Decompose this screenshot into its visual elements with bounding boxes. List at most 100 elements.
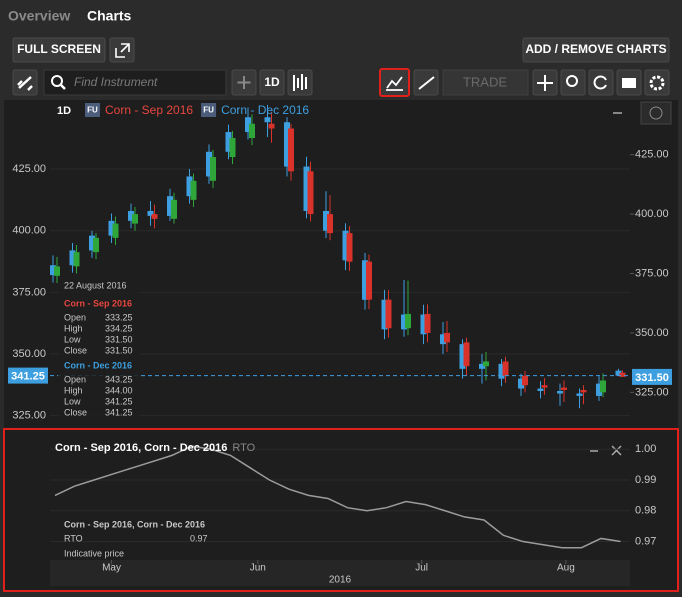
candle-body	[93, 237, 99, 253]
tooltip-series: Corn - Dec 2016	[64, 360, 132, 370]
camera-icon	[622, 78, 636, 88]
tooltip-value: 343.25	[105, 374, 133, 384]
search-icon	[51, 75, 63, 87]
candle-body	[463, 342, 470, 367]
legend-entry: Corn - Dec 2016	[221, 103, 309, 117]
zoom-button[interactable]	[560, 69, 586, 96]
tooltip-value: 341.25	[105, 407, 133, 417]
candle-body	[366, 261, 372, 300]
tooltip-title: Corn - Sep 2016, Corn - Dec 2016	[64, 519, 205, 529]
indicator-title: Corn - Sep 2016, Corn - Dec 2016	[55, 442, 227, 454]
candle-body	[50, 265, 56, 276]
candle-body	[381, 299, 388, 330]
year-label: 2016	[329, 575, 352, 586]
y-tick-label: 325.00	[12, 410, 46, 422]
candle-body	[424, 313, 431, 333]
tooltip-field: High	[64, 323, 83, 333]
link-icon	[17, 76, 33, 91]
candle-body	[245, 117, 251, 133]
price-tag-label: 331.50	[635, 372, 669, 384]
y-tick-label: 350.00	[12, 348, 46, 360]
chart-style-icon	[293, 74, 307, 91]
y-tick-label: 375.00	[12, 286, 46, 298]
candle-body	[327, 214, 333, 234]
tooltip-field: Low	[64, 396, 81, 406]
time-button[interactable]	[640, 101, 672, 125]
interval-label: 1D	[264, 75, 280, 89]
candle-body	[596, 383, 602, 396]
candle-body	[522, 375, 528, 386]
indicator-name: RTO	[232, 442, 255, 454]
full-screen-button[interactable]	[12, 37, 106, 63]
y2-tick-label: 325.00	[635, 386, 669, 398]
candle-body	[459, 344, 466, 369]
candle-body	[229, 138, 236, 158]
candle-body	[268, 123, 275, 129]
y-tick-label: 0.98	[635, 505, 656, 517]
date-strip	[50, 560, 630, 586]
candle-body	[502, 361, 509, 376]
candle-body	[498, 363, 505, 379]
chart-style-button[interactable]	[287, 69, 313, 96]
indicator-close[interactable]	[611, 445, 622, 456]
candle-body	[151, 214, 158, 219]
tooltip-series: Corn - Sep 2016	[64, 298, 132, 308]
add-remove-button[interactable]	[522, 37, 670, 63]
candle-body	[147, 210, 154, 216]
settings-icon	[649, 75, 665, 91]
tooltip-value: 331.50	[105, 334, 133, 344]
legend-entry: Corn - Sep 2016	[105, 103, 193, 117]
candle-body	[284, 122, 290, 167]
candle-body	[323, 210, 329, 231]
candle-body	[444, 332, 450, 343]
candle-body	[206, 151, 212, 177]
popout-icon	[115, 43, 130, 58]
tooltip-field: RTO	[64, 533, 83, 543]
candle-body	[73, 252, 80, 267]
candle-body	[167, 196, 173, 216]
y2-tick-label: 400.00	[635, 208, 669, 220]
candle-body	[401, 314, 407, 330]
y-tick-label: 0.97	[635, 535, 656, 547]
candle-body	[561, 387, 567, 390]
candle-body	[362, 260, 368, 300]
candle-body	[576, 393, 583, 396]
full-screen-label: FULL SCREEN	[17, 42, 101, 56]
candle-body	[600, 380, 606, 393]
tooltip-value: 333.25	[105, 312, 133, 322]
y2-tick-label: 375.00	[635, 267, 669, 279]
draw-line-icon	[418, 76, 435, 90]
candle-body	[225, 132, 232, 152]
price-tag	[8, 367, 48, 384]
price-tag	[632, 368, 672, 385]
search-box[interactable]	[43, 69, 227, 96]
tooltip-value: 344.00	[105, 385, 133, 395]
y-tick-label: 1.00	[635, 443, 656, 455]
price-tag-label: 341.25	[11, 371, 45, 383]
legend-badge-box	[201, 103, 217, 117]
x-tick-label: May	[102, 563, 121, 574]
candle-body	[342, 230, 349, 261]
crosshair-icon	[537, 75, 553, 91]
candle-body	[264, 117, 271, 123]
candle-body	[479, 363, 485, 369]
candle-body	[483, 361, 489, 367]
time-icon	[649, 106, 663, 120]
tab-overview[interactable]: Overview	[8, 8, 70, 24]
candle-body	[303, 166, 310, 211]
candle-body	[54, 266, 60, 276]
refresh-button[interactable]	[588, 69, 614, 96]
interval-button[interactable]	[259, 69, 285, 96]
settings-button[interactable]	[644, 69, 670, 96]
zoom-icon	[566, 75, 578, 87]
trade-button[interactable]	[442, 69, 529, 96]
candle-body	[615, 370, 622, 376]
y2-tick-label: 425.00	[635, 149, 669, 161]
candle-body	[307, 171, 314, 215]
tooltip-value: 0.97	[190, 533, 208, 543]
tooltip-note: Indicative price	[64, 548, 124, 558]
tab-charts[interactable]: Charts	[87, 8, 132, 24]
y-tick-label: 0.99	[635, 474, 656, 486]
candle-body	[190, 180, 197, 200]
refresh-icon	[593, 75, 607, 90]
